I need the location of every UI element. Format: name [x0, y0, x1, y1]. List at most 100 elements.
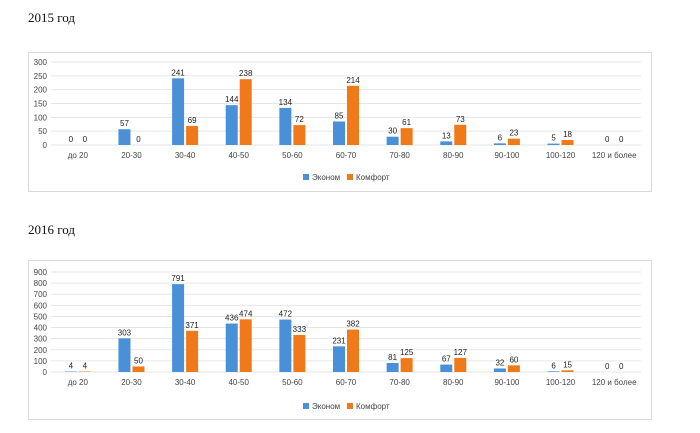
data-label: 791 — [171, 274, 185, 283]
data-label: 30 — [388, 127, 397, 136]
x-tick-label: до 20 — [68, 151, 89, 160]
bar-comfort — [347, 85, 359, 145]
y-tick-label: 0 — [43, 368, 48, 377]
y-tick-label: 200 — [34, 86, 48, 95]
bar-econom — [279, 319, 292, 372]
bar-econom — [440, 364, 453, 372]
chart-title-2015: 2015 год — [28, 10, 75, 25]
data-label: 241 — [171, 68, 185, 77]
bar-econom — [333, 346, 345, 372]
data-label: 472 — [279, 310, 293, 319]
legend-label-comfort: Комфорт — [356, 402, 390, 411]
x-tick-label: до 20 — [68, 378, 89, 387]
data-label: 23 — [509, 129, 518, 138]
bar-econom — [333, 121, 345, 145]
data-label: 15 — [563, 360, 572, 369]
x-tick-label: 60-70 — [336, 378, 357, 387]
data-label: 61 — [402, 118, 411, 127]
bar-comfort — [347, 329, 359, 372]
y-tick-label: 600 — [34, 301, 48, 310]
x-tick-label: 70-80 — [389, 151, 410, 160]
data-label: 60 — [509, 355, 518, 364]
y-tick-label: 0 — [43, 141, 48, 150]
data-label: 474 — [239, 309, 253, 318]
bar-econom — [172, 284, 185, 372]
data-label: 0 — [605, 135, 610, 144]
data-label: 0 — [619, 362, 624, 371]
x-tick-label: 80-90 — [443, 151, 464, 160]
data-label: 371 — [185, 321, 199, 330]
chart-title-2016: 2016 год — [28, 222, 75, 237]
y-tick-label: 700 — [34, 290, 48, 299]
data-label: 333 — [293, 325, 307, 334]
bar-econom — [386, 136, 399, 145]
bar-comfort — [400, 128, 413, 145]
y-tick-label: 500 — [34, 312, 48, 321]
y-tick-label: 800 — [34, 279, 48, 288]
y-tick-label: 150 — [34, 100, 48, 109]
data-label: 238 — [239, 69, 253, 78]
legend-label-econom: Эконом — [312, 173, 340, 182]
x-tick-label: 20-30 — [121, 151, 142, 160]
bar-econom — [493, 143, 506, 145]
data-label: 303 — [118, 328, 132, 337]
x-tick-label: 30-40 — [175, 378, 196, 387]
chart-panel-2016: 0 100 200 300 400 500 600 700 800 900 4 4 до 20 303 50… — [28, 260, 652, 420]
bar-comfort — [186, 330, 199, 372]
y-tick-label: 100 — [34, 113, 48, 122]
x-tick-label: 50-60 — [282, 151, 303, 160]
y-tick-label: 400 — [34, 324, 48, 333]
bar-econom — [440, 141, 453, 145]
data-label: 231 — [332, 336, 346, 345]
bar-econom — [279, 107, 292, 145]
data-label: 13 — [442, 131, 451, 140]
y-tick-label: 50 — [38, 127, 47, 136]
bar-comfort — [132, 366, 145, 372]
y-tick-label: 250 — [34, 72, 48, 81]
data-label: 382 — [346, 320, 360, 329]
x-tick-label: 40-50 — [228, 378, 249, 387]
bar-comfort — [454, 357, 467, 372]
y-tick-label: 900 — [34, 268, 48, 277]
bar-comfort — [507, 138, 520, 145]
chart-panel-2015: 0 50 100 150 200 250 300 0 0 до 20 57 0 20-30 241 69 30… — [28, 52, 652, 192]
bar-comfort — [186, 125, 199, 145]
bar-comfort — [561, 140, 574, 145]
bar-econom — [225, 323, 238, 372]
x-tick-label: 30-40 — [175, 151, 196, 160]
y-tick-label: 300 — [34, 58, 48, 67]
data-label: 134 — [279, 98, 293, 107]
bar-comfort — [400, 358, 413, 372]
bar-comfort — [293, 335, 306, 372]
legend-label-comfort: Комфорт — [356, 173, 390, 182]
data-label: 4 — [69, 362, 74, 371]
bar-econom — [547, 143, 560, 145]
y-tick-label: 300 — [34, 335, 48, 344]
data-label: 73 — [456, 115, 465, 124]
data-label: 0 — [83, 135, 88, 144]
bar-comfort — [293, 125, 306, 145]
legend-swatch-comfort — [347, 174, 353, 180]
data-label: 127 — [454, 348, 468, 357]
legend-swatch-econom — [303, 174, 309, 180]
x-tick-label: 80-90 — [443, 378, 464, 387]
data-label: 0 — [136, 135, 141, 144]
x-tick-label: 90-100 — [494, 378, 519, 387]
x-tick-label: 100-120 — [546, 151, 576, 160]
bar-econom — [172, 78, 185, 145]
data-label: 18 — [563, 130, 572, 139]
y-tick-label: 100 — [34, 357, 48, 366]
bar-comfort — [507, 365, 520, 372]
x-tick-label: 20-30 — [121, 378, 142, 387]
x-tick-label: 120 и более — [592, 151, 637, 160]
data-label: 57 — [120, 119, 129, 128]
bar-comfort — [239, 79, 252, 145]
data-label: 85 — [335, 111, 344, 120]
data-label: 0 — [69, 135, 74, 144]
x-tick-label: 100-120 — [546, 378, 576, 387]
data-label: 436 — [225, 314, 239, 323]
data-label: 0 — [605, 362, 610, 371]
data-label: 32 — [495, 358, 504, 367]
